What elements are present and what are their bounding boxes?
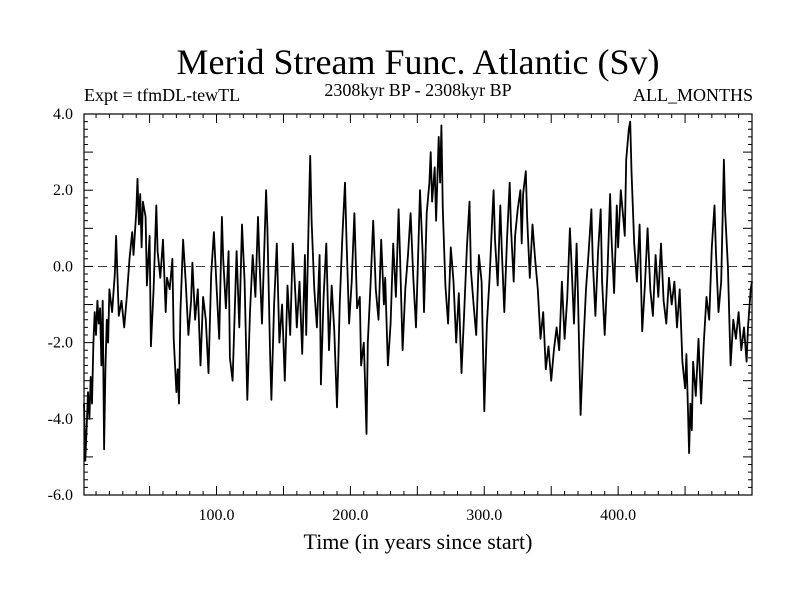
series-line xyxy=(83,120,753,462)
y-tick-label: 0.0 xyxy=(53,258,73,275)
y-tick-label: 2.0 xyxy=(53,182,73,199)
y-tick-label: -2.0 xyxy=(48,335,73,352)
x-tick-label: 200.0 xyxy=(332,507,368,524)
chart-title: Merid Stream Func. Atlantic (Sv) xyxy=(177,42,660,82)
x-tick-label: 100.0 xyxy=(199,507,235,524)
experiment-label: Expt = tfmDL-tewTL xyxy=(84,85,240,105)
y-tick-label: 4.0 xyxy=(53,106,73,123)
y-tick-label: -6.0 xyxy=(48,487,73,504)
plot-frame xyxy=(83,113,753,496)
x-tick-label: 300.0 xyxy=(466,507,502,524)
series-layer xyxy=(83,120,753,462)
x-tick-label: 400.0 xyxy=(600,507,636,524)
ticks-layer: 100.0 200.0 300.0 400.0 -6.0 -4.0 -2.0 0.0 2.0 4.… xyxy=(48,106,752,524)
y-tick-label: -4.0 xyxy=(48,411,73,428)
x-axis-label: Time (in years since start) xyxy=(304,529,533,554)
months-label: ALL_MONTHS xyxy=(633,85,753,105)
period-label: 2308kyr BP - 2308kyr BP xyxy=(324,80,511,100)
